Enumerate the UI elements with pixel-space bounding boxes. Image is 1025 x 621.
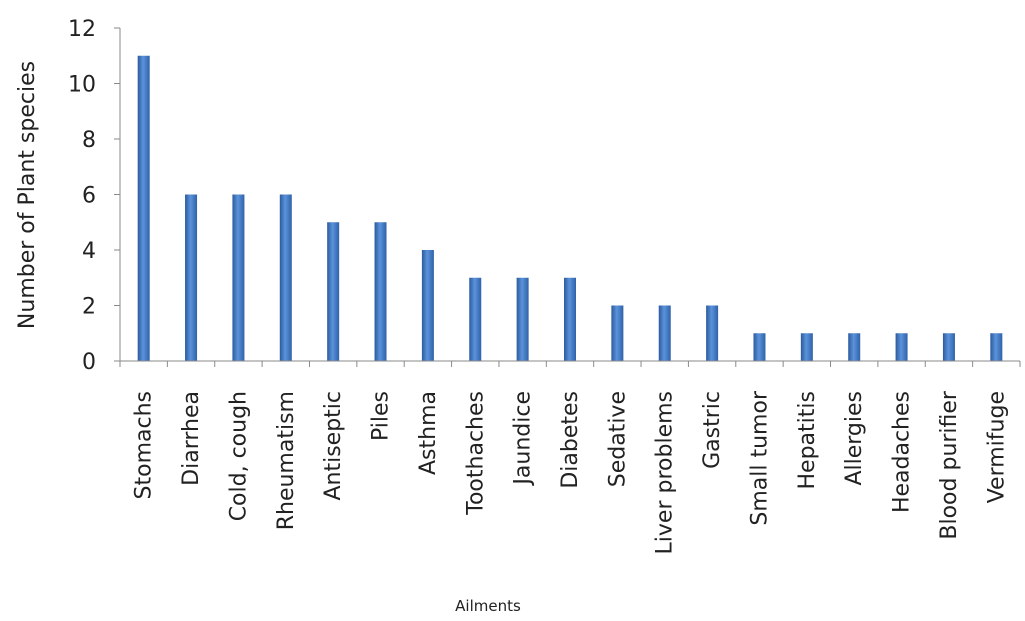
y-tick-label: 0 xyxy=(82,350,96,375)
bar xyxy=(232,194,245,361)
x-tick-label: Blood purifier xyxy=(937,390,962,540)
bar xyxy=(469,277,482,361)
y-tick-label: 8 xyxy=(82,128,96,153)
x-tick-label: Allergies xyxy=(842,391,867,486)
plot-area xyxy=(137,55,1003,361)
x-tick-label: Cold, cough xyxy=(226,391,251,521)
x-axis-ticks xyxy=(119,361,1021,367)
bar xyxy=(279,194,292,361)
y-axis-title: Number of Plant species xyxy=(15,61,40,329)
x-tick-label: Rheumatism xyxy=(274,391,299,530)
x-tick-label: Sedative xyxy=(605,391,630,487)
bar xyxy=(564,277,576,361)
y-tick-label: 4 xyxy=(82,239,96,264)
x-tick-label: Antiseptic xyxy=(321,391,346,501)
bar xyxy=(800,333,813,361)
bar xyxy=(990,333,1003,361)
bar xyxy=(137,55,150,361)
bar xyxy=(706,305,719,361)
x-tick-label: Vermifuge xyxy=(984,391,1009,503)
bar xyxy=(374,222,387,361)
bar xyxy=(848,333,861,361)
y-tick-label: 12 xyxy=(68,17,96,42)
x-tick-label: Stomachs xyxy=(132,391,157,499)
x-tick-label: Jaundice xyxy=(511,391,536,487)
bar xyxy=(658,305,671,361)
bar xyxy=(185,194,198,361)
bar xyxy=(327,222,340,361)
y-tick-label: 2 xyxy=(82,295,96,320)
x-axis-labels: Stomachs Diarrhea Cold, cough Rheumatism Ant… xyxy=(132,390,1010,554)
x-tick-label: Small tumor xyxy=(747,390,772,526)
x-tick-label: Toothaches xyxy=(463,391,488,516)
y-tick-label: 10 xyxy=(68,73,96,98)
bar xyxy=(611,305,624,361)
bar xyxy=(895,333,908,361)
x-tick-label: Asthma xyxy=(416,391,441,475)
x-tick-label: Hepatitis xyxy=(795,391,820,489)
bar xyxy=(421,250,434,361)
bar xyxy=(942,333,955,361)
bar xyxy=(516,277,529,361)
y-axis-ticks xyxy=(114,27,120,362)
x-tick-label: Liver problems xyxy=(653,391,678,554)
y-tick-label: 6 xyxy=(82,184,96,209)
x-tick-label: Headaches xyxy=(890,391,915,513)
x-tick-label: Gastric xyxy=(700,391,725,469)
x-tick-label: Diabetes xyxy=(558,391,583,489)
bar xyxy=(753,333,766,361)
x-tick-label: Diarrhea xyxy=(179,391,204,486)
x-tick-label: Piles xyxy=(369,391,394,441)
x-axis-title: Ailments xyxy=(455,597,521,615)
y-axis-labels: 0 2 4 6 8 10 12 xyxy=(68,17,96,375)
